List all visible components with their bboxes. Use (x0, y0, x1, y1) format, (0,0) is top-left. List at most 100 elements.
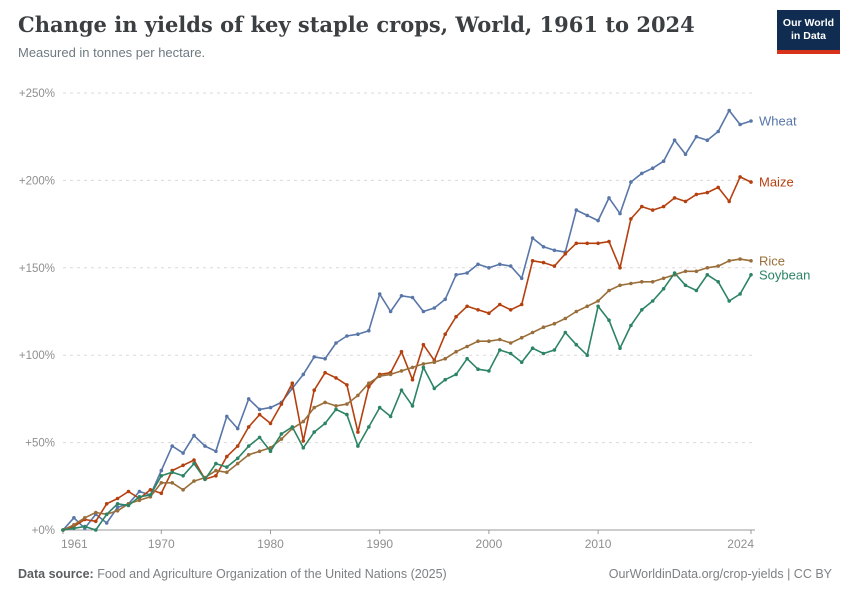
maize-point[interactable] (290, 381, 295, 386)
soybean-point[interactable] (301, 446, 306, 450)
wheat-point[interactable] (650, 166, 655, 170)
rice-series-label[interactable]: Rice (759, 253, 785, 268)
soybean-point[interactable] (94, 528, 98, 532)
rice-point[interactable] (716, 264, 720, 268)
rice-point[interactable] (410, 365, 415, 370)
soybean-point[interactable] (574, 342, 579, 347)
wheat-point[interactable] (661, 159, 666, 163)
maize-point[interactable] (519, 302, 524, 307)
soybean-point[interactable] (323, 421, 327, 426)
wheat-point[interactable] (508, 264, 513, 268)
maize-point[interactable] (487, 311, 491, 316)
maize-point[interactable] (443, 332, 448, 337)
rice-point[interactable] (629, 281, 633, 286)
rice-point[interactable] (94, 510, 98, 515)
rice-point[interactable] (159, 481, 164, 485)
wheat-point[interactable] (356, 332, 360, 337)
soybean-point[interactable] (749, 273, 753, 277)
soybean-point[interactable] (508, 351, 513, 356)
rice-point[interactable] (137, 498, 142, 503)
rice-point[interactable] (563, 316, 568, 321)
rice-point[interactable] (585, 304, 589, 309)
maize-point[interactable] (629, 217, 633, 221)
maize-point[interactable] (257, 412, 262, 417)
soybean-point[interactable] (214, 461, 218, 466)
soybean-point[interactable] (672, 271, 677, 275)
soybean-point[interactable] (541, 351, 546, 356)
soybean-point[interactable] (246, 444, 251, 448)
wheat-point[interactable] (640, 171, 644, 176)
wheat-point[interactable] (607, 196, 611, 200)
wheat-point[interactable] (432, 306, 437, 310)
wheat-point[interactable] (181, 451, 185, 455)
maize-point[interactable] (607, 239, 611, 244)
maize-point[interactable] (410, 377, 415, 382)
wheat-point[interactable] (225, 414, 229, 419)
maize-point[interactable] (334, 376, 338, 380)
maize-point[interactable] (563, 252, 568, 256)
soybean-point[interactable] (640, 308, 644, 312)
rice-point[interactable] (432, 360, 437, 365)
rice-point[interactable] (443, 356, 448, 361)
rice-point[interactable] (705, 266, 710, 270)
soybean-series[interactable]: Soybean (61, 267, 810, 532)
rice-point[interactable] (257, 449, 262, 454)
wheat-point[interactable] (694, 134, 699, 139)
maize-point[interactable] (661, 204, 666, 209)
maize-point[interactable] (104, 502, 109, 506)
soybean-point[interactable] (585, 353, 589, 358)
maize-point[interactable] (214, 474, 218, 478)
soybean-point[interactable] (552, 348, 557, 352)
soybean-point[interactable] (705, 273, 710, 277)
rice-point[interactable] (246, 453, 251, 457)
soybean-point[interactable] (410, 404, 415, 408)
wheat-point[interactable] (257, 407, 262, 412)
rice-point[interactable] (552, 321, 557, 326)
wheat-point[interactable] (301, 372, 306, 377)
owid-logo[interactable]: Our World in Data (777, 10, 840, 54)
wheat-point[interactable] (738, 122, 742, 127)
wheat-point[interactable] (541, 245, 546, 249)
maize-point[interactable] (683, 199, 688, 204)
rice-point[interactable] (334, 404, 338, 408)
maize-point[interactable] (356, 430, 360, 434)
wheat-point[interactable] (388, 309, 393, 314)
wheat-point[interactable] (618, 211, 622, 216)
soybean-point[interactable] (312, 430, 317, 434)
rice-point[interactable] (367, 381, 371, 386)
soybean-point[interactable] (727, 299, 731, 303)
maize-point[interactable] (301, 439, 306, 443)
soybean-point[interactable] (618, 346, 622, 351)
maize-point[interactable] (94, 519, 98, 524)
rice-point[interactable] (661, 276, 666, 281)
soybean-point[interactable] (498, 348, 502, 352)
rice-point[interactable] (650, 280, 655, 284)
maize-point[interactable] (268, 421, 273, 426)
soybean-point[interactable] (519, 360, 524, 365)
rice-point[interactable] (377, 374, 382, 379)
rice-point[interactable] (83, 516, 87, 520)
rice-point[interactable] (498, 337, 502, 342)
soybean-point[interactable] (683, 283, 688, 288)
maize-point[interactable] (672, 196, 677, 200)
wheat-line[interactable] (62, 109, 752, 531)
wheat-point[interactable] (192, 433, 196, 438)
soybean-point[interactable] (432, 386, 437, 391)
rice-point[interactable] (192, 479, 196, 483)
soybean-point[interactable] (235, 456, 240, 461)
rice-point[interactable] (345, 402, 349, 406)
soybean-point[interactable] (377, 405, 382, 410)
wheat-point[interactable] (530, 236, 535, 240)
maize-point[interactable] (126, 489, 131, 494)
wheat-series[interactable]: Wheat (61, 108, 797, 532)
maize-point[interactable] (552, 264, 557, 268)
wheat-point[interactable] (727, 108, 731, 113)
rice-point[interactable] (749, 259, 753, 263)
rice-point[interactable] (421, 362, 426, 366)
wheat-point[interactable] (519, 276, 524, 281)
rice-point[interactable] (487, 339, 491, 344)
maize-point[interactable] (399, 349, 404, 354)
wheat-point[interactable] (749, 119, 753, 123)
rice-point[interactable] (115, 509, 120, 513)
maize-point[interactable] (225, 454, 229, 459)
